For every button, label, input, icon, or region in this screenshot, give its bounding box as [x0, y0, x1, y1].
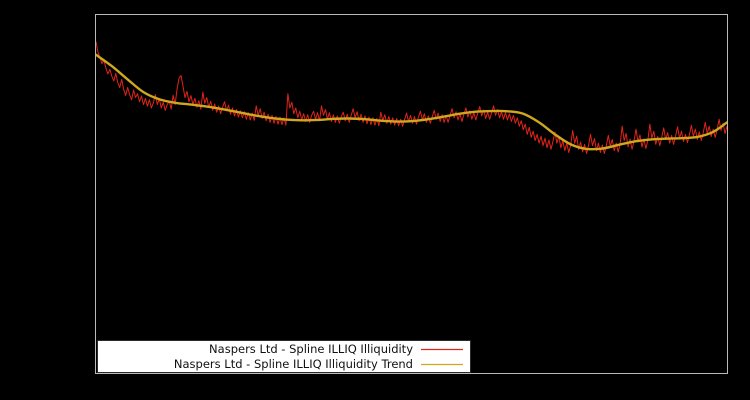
plot-canvas [96, 15, 727, 373]
series-line-illiquidity-trend [96, 55, 727, 149]
series-line-illiquidity [96, 42, 727, 154]
plot-area [95, 14, 728, 374]
chart-legend: Naspers Ltd - Spline ILLIQ Illiquidity N… [97, 340, 471, 373]
y-axis: 100000000 1000000 10000 100 1 [0, 0, 95, 400]
legend-entry-illiquidity: Naspers Ltd - Spline ILLIQ Illiquidity [98, 342, 464, 357]
legend-entry-illiquidity-trend: Naspers Ltd - Spline ILLIQ Illiquidity T… [98, 357, 464, 372]
series-group [96, 42, 727, 154]
line-swatch-gold [421, 363, 463, 365]
legend-label-illiquidity-trend: Naspers Ltd - Spline ILLIQ Illiquidity T… [173, 356, 413, 371]
line-swatch-red [421, 348, 463, 350]
legend-label-illiquidity: Naspers Ltd - Spline ILLIQ Illiquidity [209, 341, 413, 356]
